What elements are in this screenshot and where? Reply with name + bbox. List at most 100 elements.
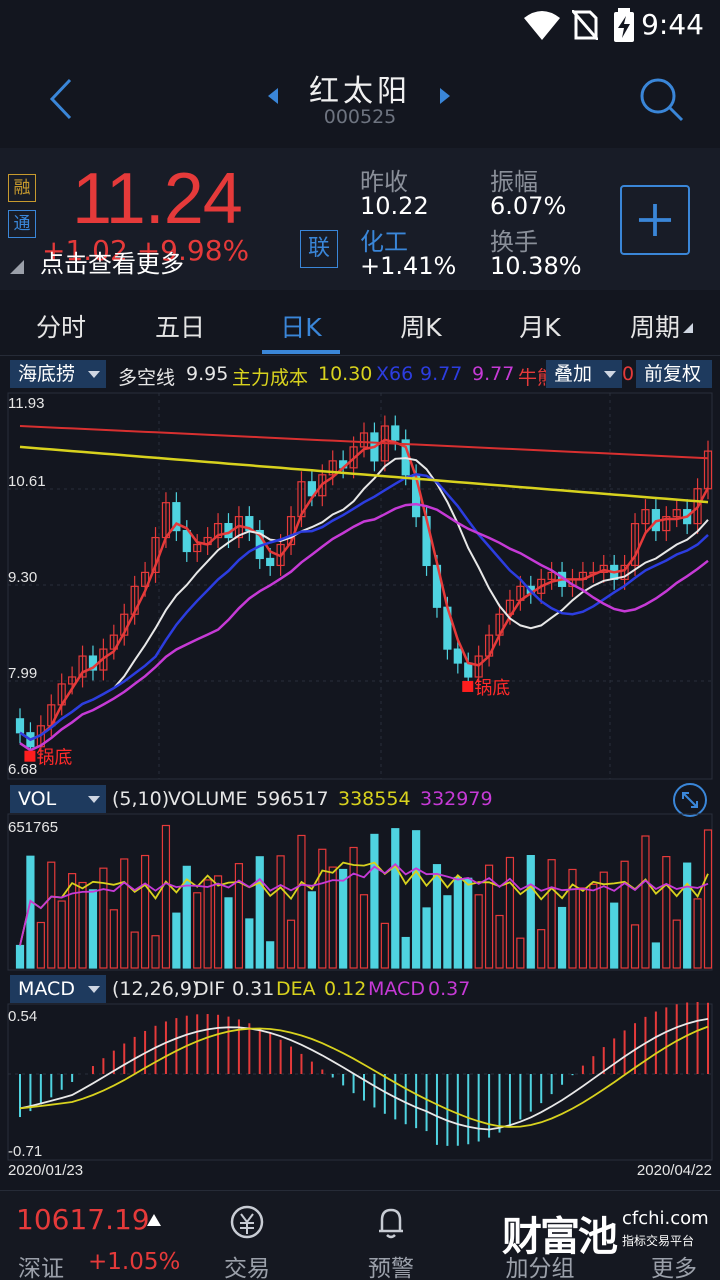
volume-bar bbox=[412, 830, 421, 969]
watermark-logo: 财富池 cfchi.com 指标交易平台 bbox=[502, 1200, 712, 1270]
search-icon[interactable] bbox=[636, 74, 686, 124]
ma-magenta-line bbox=[19, 502, 709, 752]
volume-bar bbox=[547, 859, 556, 969]
moving-average-lines bbox=[19, 425, 710, 752]
tab-day-k[interactable]: 日K bbox=[280, 313, 322, 342]
volume-bar bbox=[474, 894, 483, 969]
bell-icon[interactable] bbox=[372, 1203, 410, 1241]
volume-bar bbox=[130, 931, 139, 969]
candle-body bbox=[15, 718, 25, 734]
ma-long-red-line bbox=[19, 425, 709, 460]
margin-tag: 融 bbox=[8, 174, 36, 202]
tab-month-k[interactable]: 月K bbox=[519, 313, 561, 342]
volume-bar bbox=[693, 898, 702, 969]
tab-week-k[interactable]: 周K bbox=[400, 313, 442, 342]
candle-body bbox=[359, 432, 369, 448]
connect-tag: 通 bbox=[8, 210, 36, 238]
vol-indicator-dropdown[interactable]: VOL bbox=[10, 785, 106, 813]
volume-bar bbox=[297, 834, 306, 969]
adjust-button[interactable]: 前复权 bbox=[636, 360, 712, 388]
volume-bars bbox=[15, 824, 713, 969]
price-axis-label: 10.61 bbox=[8, 473, 46, 490]
candle-body bbox=[474, 655, 483, 678]
ma-white-line bbox=[19, 457, 709, 741]
volume-bar bbox=[630, 924, 640, 969]
vol-ma10-line bbox=[19, 862, 709, 946]
overlay-dropdown[interactable]: 叠加 bbox=[546, 360, 622, 388]
expand-icon[interactable] bbox=[672, 782, 708, 818]
candle-body bbox=[318, 474, 327, 497]
amplitude-value: 6.07% bbox=[490, 192, 567, 220]
status-time: 9:44 bbox=[641, 8, 704, 41]
stock-name: 红太阳 bbox=[309, 74, 411, 109]
tab-minute[interactable]: 分时 bbox=[35, 313, 86, 342]
turnover-value: 10.38% bbox=[490, 252, 582, 280]
candle-body bbox=[620, 564, 629, 580]
price-axis-max: 11.93 bbox=[8, 395, 44, 412]
no-sim-icon bbox=[572, 10, 598, 40]
volume-bar bbox=[78, 881, 87, 969]
volume-bar bbox=[432, 864, 442, 969]
truncated-value: 0 bbox=[622, 363, 635, 385]
niu-label: 牛熊 bbox=[518, 367, 550, 389]
macd-params: (12,26,9) bbox=[112, 978, 200, 1000]
kline-chart[interactable]: 11.93 10.61 9.30 7.99 6.68 651765 0.54 -… bbox=[0, 356, 720, 1186]
next-stock-arrow-icon[interactable] bbox=[438, 86, 452, 106]
prev-stock-arrow-icon[interactable] bbox=[266, 86, 280, 106]
nav-more-label[interactable]: 更多 bbox=[651, 1256, 697, 1280]
tab-five-day[interactable]: 五日 bbox=[154, 313, 205, 342]
linked-stock-button[interactable]: 联 bbox=[300, 230, 338, 268]
macd-indicator-label: MACD bbox=[18, 978, 75, 1000]
signal-label: 锅底 bbox=[36, 748, 72, 769]
volume-bar bbox=[683, 862, 692, 969]
nav-alert-label[interactable]: 预警 bbox=[368, 1256, 414, 1280]
trade-icon[interactable] bbox=[228, 1203, 266, 1241]
volume-bar bbox=[307, 891, 316, 969]
index-name: 深证 bbox=[18, 1256, 64, 1280]
nav-add-group-label[interactable]: 加分组 bbox=[505, 1256, 575, 1280]
add-watchlist-button[interactable] bbox=[620, 185, 690, 255]
macd-indicator-dropdown[interactable]: MACD bbox=[10, 975, 106, 1003]
x66-value: 9.77 bbox=[420, 363, 463, 385]
candle-body bbox=[182, 529, 191, 553]
volume-bar bbox=[505, 856, 515, 969]
volume-bar bbox=[318, 848, 327, 969]
volume-bar bbox=[88, 889, 98, 969]
dea-value: 0.12 bbox=[324, 978, 367, 1000]
volume-bar bbox=[578, 887, 588, 969]
main-indicator-dropdown[interactable]: 海底捞 bbox=[10, 360, 106, 388]
dif-label: DIF bbox=[194, 978, 226, 1000]
candle-body bbox=[547, 571, 556, 580]
volume-bar bbox=[286, 919, 296, 969]
chevron-down-icon bbox=[88, 986, 100, 993]
back-button[interactable] bbox=[40, 74, 84, 124]
volume-bar bbox=[15, 944, 25, 969]
candle-body bbox=[349, 446, 358, 469]
sector-label[interactable]: 化工 bbox=[360, 228, 408, 256]
nav-trade-label[interactable]: 交易 bbox=[224, 1256, 270, 1280]
candle-body bbox=[662, 516, 671, 532]
vol-label: VOLUME bbox=[168, 788, 248, 810]
volume-bar bbox=[276, 855, 285, 969]
candle-body bbox=[599, 564, 608, 574]
volume-bar bbox=[391, 828, 400, 969]
date-start: 2020/01/23 bbox=[8, 1162, 83, 1179]
index-value[interactable]: 10617.19 bbox=[16, 1203, 150, 1236]
more-info-tip[interactable]: 点击查看更多 bbox=[40, 250, 184, 278]
volume-bar bbox=[610, 902, 619, 969]
dea-line bbox=[19, 1025, 709, 1128]
vol-indicator-label: VOL bbox=[18, 788, 57, 810]
duokong-label: 多空线 bbox=[118, 367, 176, 389]
wifi-icon bbox=[524, 11, 560, 40]
amplitude-label: 振幅 bbox=[490, 168, 538, 196]
volume-bar bbox=[182, 865, 191, 969]
volume-bar bbox=[526, 855, 535, 969]
tab-period[interactable]: 周期 bbox=[629, 313, 680, 342]
volume-bar bbox=[641, 835, 650, 969]
candle-body bbox=[266, 557, 275, 567]
quote-panel[interactable]: 融 通 11.24 +1.02 +9.98% 点击查看更多 联 昨收 10.22… bbox=[0, 148, 720, 290]
volume-bar bbox=[266, 941, 275, 969]
period-tabs: 分时 五日 日K 周K 月K 周期 bbox=[0, 296, 720, 356]
volume-bar bbox=[109, 909, 118, 969]
